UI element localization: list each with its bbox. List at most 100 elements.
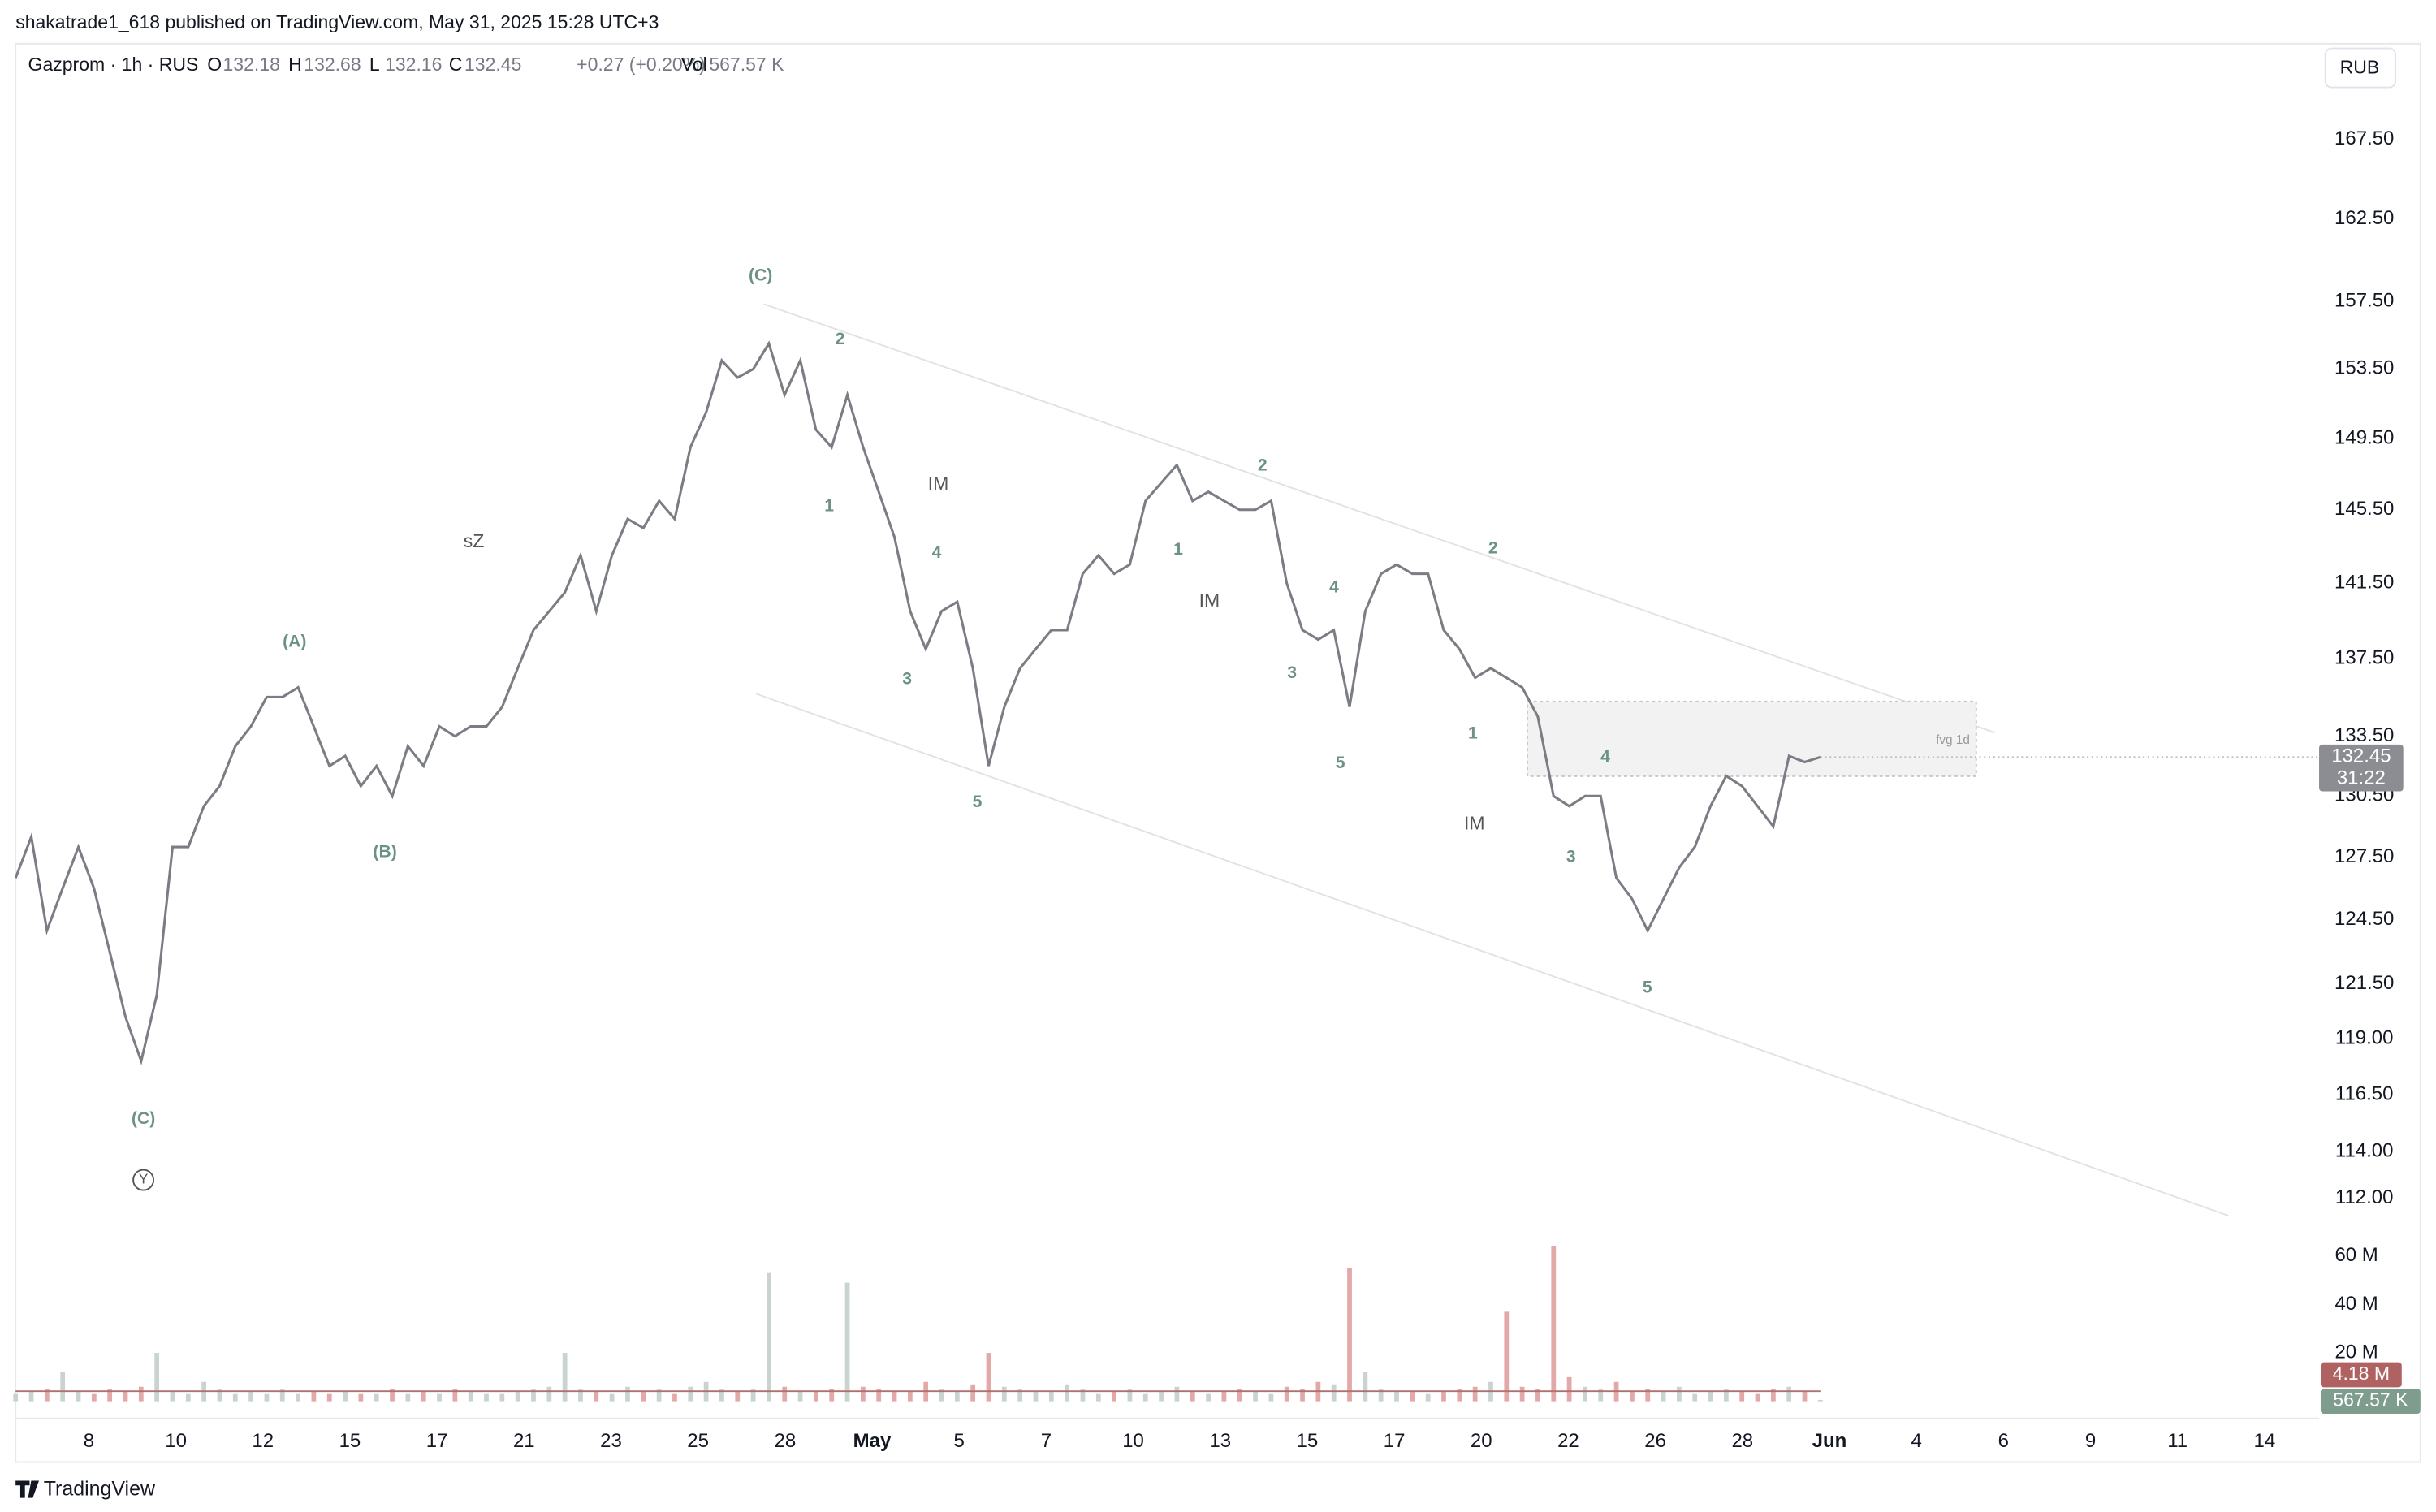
volume-bar	[876, 1389, 882, 1402]
wave-label: 1	[1173, 540, 1183, 559]
x-tick-label: 8	[84, 1430, 94, 1452]
volume-bar	[1237, 1389, 1242, 1402]
x-tick-label: 23	[600, 1430, 622, 1452]
x-tick-label: 25	[687, 1430, 709, 1452]
volume-bar	[1677, 1386, 1682, 1402]
published-line: shakatrade1_618 published on TradingView…	[15, 11, 659, 32]
x-tick-label: 15	[1297, 1430, 1319, 1452]
volume-bar	[1284, 1386, 1289, 1402]
volume-bar	[1363, 1372, 1368, 1402]
wave-label: 5	[1336, 754, 1345, 772]
volume-bar	[1347, 1268, 1352, 1402]
volume-bar	[123, 1391, 128, 1402]
volume-bar	[326, 1393, 332, 1402]
volume-bar	[1598, 1389, 1604, 1402]
x-tick-label: 28	[774, 1430, 796, 1452]
volume-bar	[44, 1389, 50, 1402]
volume-bar	[719, 1389, 724, 1402]
y-tick-label: 153.50	[2334, 357, 2394, 379]
volume-bar	[1425, 1393, 1431, 1402]
wave-label: 2	[1258, 456, 1268, 475]
ohlc-key: L	[369, 54, 380, 75]
volume-bar	[1017, 1389, 1023, 1402]
volume-bar	[60, 1372, 66, 1402]
y-tick-label: 121.50	[2334, 972, 2394, 994]
x-tick-label: 17	[1384, 1430, 1406, 1452]
wave-label: 4	[1600, 747, 1610, 766]
wave-label: 2	[1488, 538, 1498, 557]
wave-label: 5	[1643, 978, 1652, 997]
volume-bar	[232, 1393, 238, 1402]
x-tick-label: 9	[2085, 1430, 2096, 1452]
volume-bar	[499, 1393, 505, 1402]
volume-bar	[829, 1389, 835, 1402]
ohlc-key: H	[288, 54, 302, 75]
volume-bar	[1221, 1391, 1227, 1402]
volume-bar	[138, 1386, 144, 1402]
volume-bar	[1472, 1386, 1478, 1402]
volume-bar	[1048, 1391, 1054, 1402]
volume-bar	[1551, 1246, 1557, 1402]
vol-label: Vol	[681, 54, 707, 75]
volume-bar	[390, 1389, 395, 1402]
volume-bar	[562, 1353, 568, 1402]
volume-bar	[986, 1353, 991, 1402]
wave-label: 1	[824, 496, 834, 515]
channel-lower	[755, 693, 2230, 1217]
volume-bar	[452, 1389, 458, 1402]
y-tick-label: 112.00	[2335, 1186, 2394, 1208]
volume-bar	[954, 1391, 960, 1402]
volume-bar	[970, 1384, 976, 1402]
volume-bar	[1441, 1391, 1446, 1402]
wave-label: 1	[1468, 724, 1478, 743]
wave-label: (C)	[132, 1109, 155, 1128]
volume-bar	[907, 1391, 913, 1402]
volume-bar	[1112, 1391, 1116, 1402]
x-tick-label: Jun	[1812, 1430, 1847, 1452]
volume-bar	[1692, 1393, 1698, 1402]
wave-label: (B)	[373, 843, 396, 862]
x-tick-label: 11	[2167, 1430, 2188, 1452]
volume-bar	[1583, 1386, 1587, 1402]
x-tick-label: 17	[426, 1430, 448, 1452]
x-tick-label: 14	[2254, 1430, 2276, 1452]
volume-last-tag	[2320, 1389, 2421, 1414]
volume-bar	[1095, 1393, 1101, 1402]
change: +0.27 (+0.20%)	[577, 54, 706, 75]
volume-bar	[405, 1393, 411, 1402]
x-tick-label: 15	[339, 1430, 361, 1452]
volume-bar	[1566, 1376, 1572, 1402]
volume-bar	[1630, 1391, 1635, 1402]
x-tick-label: 20	[1471, 1430, 1492, 1452]
x-tick-label: 4	[1911, 1430, 1921, 1452]
volume-bar	[1817, 1399, 1823, 1402]
fvg-label: fvg 1d	[1936, 733, 1970, 747]
volume-last-label: 567.57 K	[2333, 1389, 2408, 1410]
volume-bar	[311, 1391, 317, 1402]
volume-bar	[76, 1391, 81, 1402]
volume-bar	[1033, 1391, 1039, 1402]
wave-label: IM	[1199, 590, 1220, 611]
volume-bar	[860, 1386, 866, 1402]
volume-bar	[374, 1393, 379, 1402]
wave-label: 3	[902, 670, 912, 689]
volume-bar	[625, 1386, 630, 1402]
wave-label: Y	[139, 1171, 149, 1187]
volume-bar	[1739, 1391, 1745, 1402]
volume-bar	[358, 1393, 364, 1402]
volume-bar	[546, 1386, 552, 1402]
y-tick-label: 162.50	[2334, 207, 2394, 229]
volume-bar	[1159, 1391, 1164, 1402]
y-tick-label: 114.00	[2335, 1140, 2394, 1162]
wave-label: 3	[1566, 847, 1576, 866]
volume-bar	[421, 1391, 426, 1402]
volume-bar	[1253, 1391, 1258, 1402]
volume-bar	[343, 1391, 348, 1402]
currency-box[interactable]	[2324, 47, 2397, 89]
x-tick-label: 5	[954, 1430, 965, 1452]
x-tick-label: 22	[1557, 1430, 1579, 1452]
currency[interactable]: RUB	[2340, 57, 2380, 78]
volume-bar	[672, 1393, 677, 1402]
volume-bar	[468, 1391, 473, 1402]
volume-bar	[578, 1389, 583, 1402]
